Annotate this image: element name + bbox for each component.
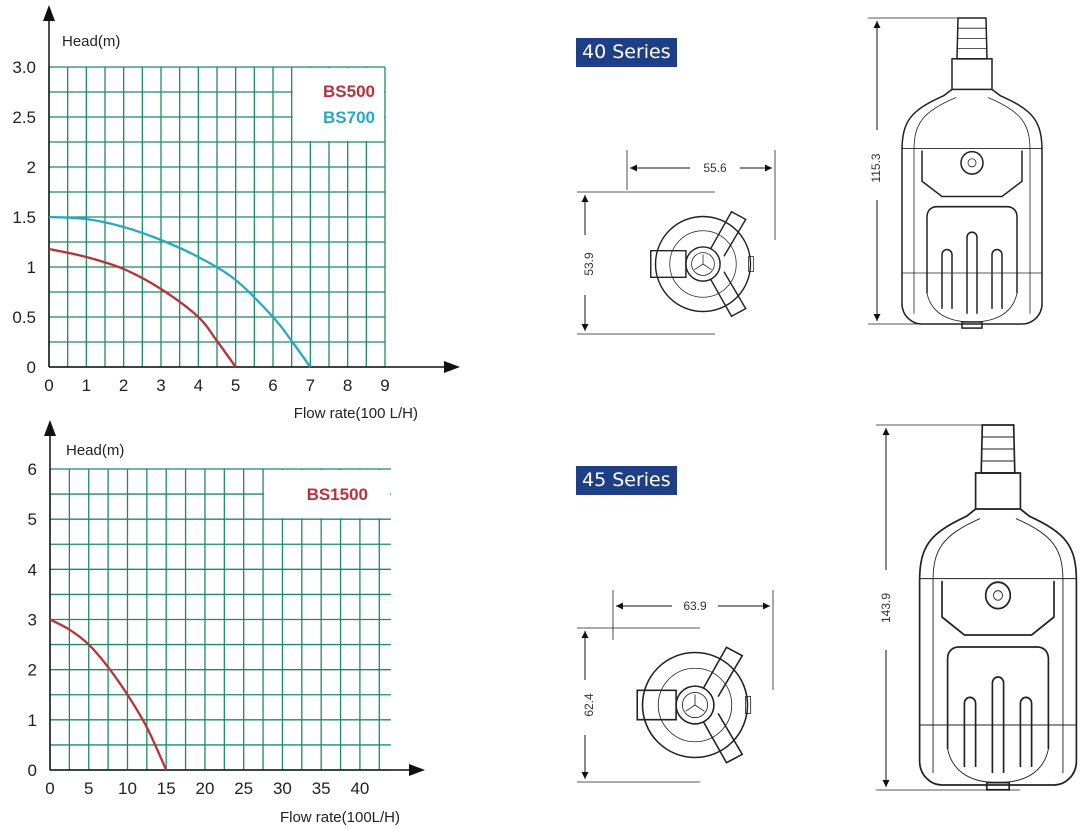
- y-tick-label: 0.5: [12, 308, 36, 327]
- series-line-bs700: [48, 215, 312, 368]
- y-axis-label: Head(m): [62, 33, 120, 50]
- y-tick-label: 3: [28, 611, 37, 630]
- series-40-top-view: 55.6 53.9: [577, 150, 776, 335]
- chart-2: 0 5 10 15 20 25 30 35 40 0 1 2 3 4 5 6 Head(m) Flow rate(…: [28, 420, 425, 826]
- y-tick-label: 2.5: [12, 108, 36, 127]
- y-tick-label: 0: [27, 358, 36, 377]
- series-40-badge: 40 Series: [576, 38, 677, 67]
- x-axis-label: Flow rate(100 L/H): [294, 405, 418, 422]
- x-tick-label: 0: [44, 376, 53, 395]
- x-tick-label: 9: [380, 376, 389, 395]
- width-dimension: 55.6: [703, 161, 727, 175]
- y-tick-label: 2: [27, 158, 36, 177]
- x-tick-label: 30: [273, 779, 292, 798]
- x-tick-label: 8: [343, 376, 352, 395]
- x-tick-label: 15: [157, 779, 176, 798]
- series-line-bs500: [48, 247, 237, 368]
- height-dimension: 143.9: [879, 593, 893, 623]
- y-tick-label: 6: [28, 460, 37, 479]
- x-tick-label: 20: [195, 779, 214, 798]
- x-tick-label: 0: [45, 779, 54, 798]
- x-axis-arrow-icon: [409, 764, 425, 776]
- x-tick-label: 35: [312, 779, 331, 798]
- series-40-side-view: 115.3: [868, 17, 1043, 329]
- chart-1: 0 1 2 3 4 5 6 7 8 9 0 0.5 1 1.5 2 2.5 3.0 Head(m) Flow rat…: [12, 5, 460, 422]
- y-tick-label: 1: [27, 258, 36, 277]
- x-tick-label: 5: [231, 376, 240, 395]
- y-tick-label: 1: [28, 711, 37, 730]
- series-line-bs1500: [49, 618, 168, 771]
- x-tick-label: 7: [306, 376, 315, 395]
- y-axis-label: Head(m): [66, 442, 124, 459]
- x-tick-label: 25: [234, 779, 253, 798]
- y-tick-label: 0: [28, 761, 37, 780]
- legend-entry-bs1500: BS1500: [307, 485, 368, 504]
- depth-dimension: 62.4: [582, 693, 596, 717]
- x-axis-arrow-icon: [444, 361, 460, 373]
- y-tick-label: 4: [28, 560, 37, 579]
- x-tick-label: 40: [350, 779, 369, 798]
- x-tick-label: 6: [268, 376, 277, 395]
- legend-entry-bs500: BS500: [323, 82, 375, 101]
- x-tick-label: 5: [84, 779, 93, 798]
- height-dimension: 115.3: [869, 153, 883, 182]
- x-tick-label: 3: [156, 376, 165, 395]
- depth-dimension: 53.9: [582, 252, 596, 276]
- legend-entry-bs700: BS700: [323, 108, 375, 127]
- series-45-badge: 45 Series: [576, 466, 677, 495]
- series-45-side-view: 143.9: [876, 424, 1078, 791]
- x-tick-label: 2: [119, 376, 128, 395]
- y-tick-label: 2: [28, 661, 37, 680]
- series-45-top-view: 63.9 62.4: [577, 590, 774, 783]
- width-dimension: 63.9: [683, 599, 707, 613]
- y-tick-label: 5: [28, 510, 37, 529]
- y-tick-label: 1.5: [12, 208, 36, 227]
- y-axis-arrow-icon: [44, 420, 56, 436]
- y-axis-arrow-icon: [43, 5, 55, 21]
- legend-box: [264, 470, 390, 519]
- legend-box: [292, 68, 384, 141]
- y-tick-label: 3.0: [12, 58, 36, 77]
- x-tick-label: 4: [194, 376, 203, 395]
- x-tick-label: 1: [82, 376, 91, 395]
- x-axis-label: Flow rate(100L/H): [280, 809, 400, 826]
- x-tick-label: 10: [118, 779, 137, 798]
